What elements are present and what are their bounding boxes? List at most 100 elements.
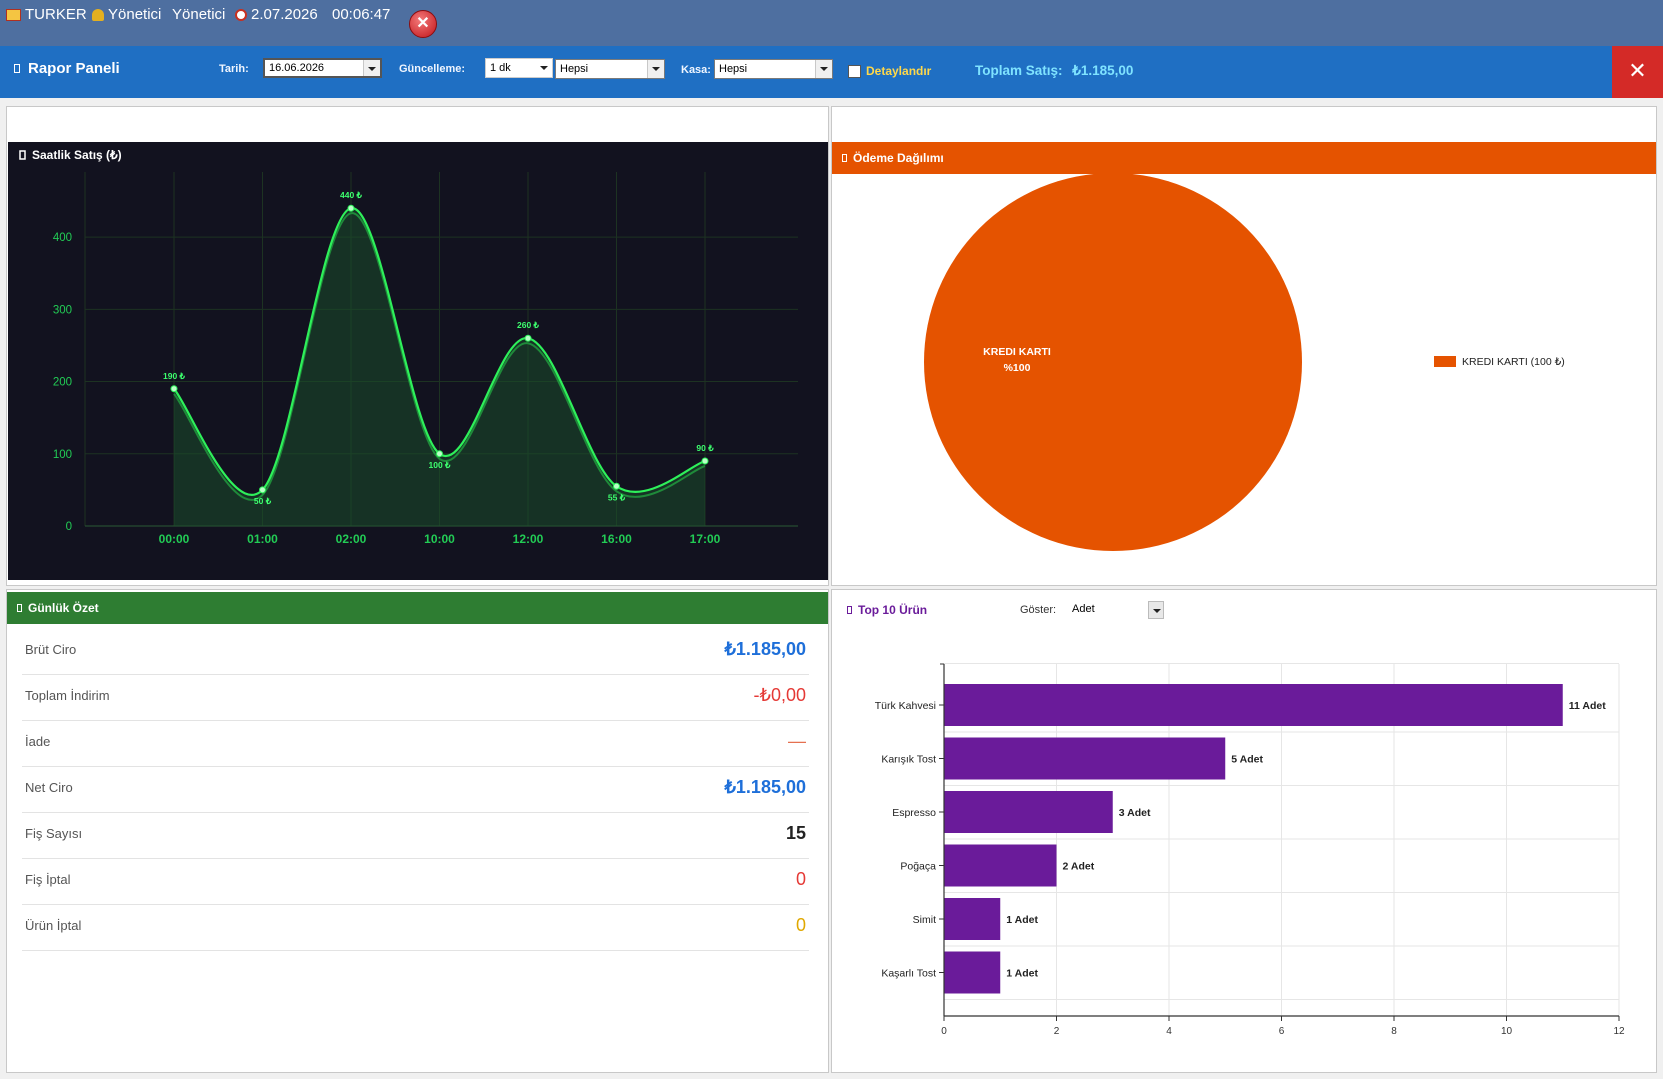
x-tick-label: 2 (1054, 1026, 1060, 1037)
hourly-data-point[interactable] (701, 457, 709, 465)
pie-slice-percent: %100 (1004, 362, 1031, 374)
hourly-data-point[interactable] (436, 450, 443, 458)
calendar-dropdown-icon[interactable] (363, 60, 380, 76)
summary-icon (17, 603, 22, 612)
product-bar[interactable] (944, 898, 1001, 940)
summary-row-label: Toplam İndirim (25, 688, 110, 703)
total-sales-value: ₺1.185,00 (1072, 63, 1134, 78)
user-name: Yönetici (172, 6, 225, 23)
time-info: 00:06:47 (332, 6, 390, 23)
register-select[interactable]: Hepsi (714, 59, 833, 79)
hourly-shadow-line (173, 212, 706, 501)
product-bar[interactable] (944, 951, 1001, 994)
product-label: Kaşarlı Tost (881, 968, 936, 980)
summary-row-value: 0 (795, 869, 806, 889)
app-name: TURKER (25, 6, 87, 23)
hourly-sales-chart: 0 100 200 300 400 00:00 01:00 02:00 10:00 12:00 16… (8, 142, 828, 580)
user-info: Yönetici (92, 6, 161, 23)
exit-icon[interactable]: ✕ (409, 10, 437, 38)
panel-icon (14, 64, 20, 73)
pie-slice-label: KREDI KARTI (983, 346, 1051, 358)
hourly-data-point[interactable] (347, 204, 355, 212)
top-products-chart: 0 2 4 6 8 10 12 Türk Kahvesi 11 Adet Karışık Tost… (875, 663, 1625, 1037)
hourly-data-point[interactable] (613, 482, 620, 490)
hourly-data-label: 90 ₺ (696, 443, 714, 453)
show-label: Göster: (1020, 604, 1057, 616)
top-products-title-text: Top 10 Ürün (858, 603, 928, 617)
summary-row: Fiş Sayısı 15 (22, 812, 809, 859)
product-value-label: 5 Adet (1231, 754, 1263, 766)
title-bar: TURKER Yönetici Yönetici 2.07.2026 00:06… (0, 0, 1663, 46)
hourly-data-point[interactable] (170, 385, 178, 393)
legend-swatch (1434, 356, 1456, 367)
summary-row-value: — (788, 731, 806, 751)
summary-row: Brüt Ciro ₺1.185,00 (22, 628, 809, 675)
app-info: TURKER (6, 6, 87, 23)
product-label: Karışık Tost (881, 754, 936, 766)
product-bar[interactable] (944, 791, 1113, 833)
x-tick-label: 4 (1166, 1026, 1172, 1037)
register-label: Kasa: (681, 64, 711, 76)
hourly-data-label: 50 ₺ (254, 496, 272, 506)
product-label: Türk Kahvesi (875, 700, 936, 712)
panel-title-text: Rapor Paneli (28, 60, 120, 77)
x-tick-label: 00:00 (159, 532, 190, 546)
hourly-data-label: 55 ₺ (608, 492, 626, 502)
x-tick-label: 0 (941, 1026, 947, 1037)
panel-title: Rapor Paneli (14, 60, 120, 77)
chevron-down-icon[interactable] (815, 60, 832, 78)
product-bar[interactable] (944, 684, 1563, 726)
top-products-icon (847, 606, 852, 614)
date-picker[interactable]: 16.06.2026 (263, 58, 382, 78)
payment-pie-chart: KREDI KARTI %100 KREDI KARTI (100 ₺) (924, 174, 1565, 551)
hourly-area-fill (174, 208, 705, 526)
date-label: Tarih: (219, 63, 249, 75)
filter-select[interactable]: Hepsi (555, 59, 665, 79)
summary-row-label: Fiş Sayısı (25, 826, 83, 841)
detail-checkbox[interactable] (848, 65, 861, 78)
product-bar[interactable] (944, 844, 1057, 887)
x-tick-label: 8 (1391, 1026, 1397, 1037)
user-role: Yönetici (108, 6, 162, 23)
product-bar[interactable] (944, 737, 1226, 780)
user-name-text: Yönetici (172, 6, 226, 23)
payment-icon (842, 153, 847, 162)
payment-title: Ödeme Dağılımı (853, 151, 944, 165)
summary-row: Fiş İptal 0 (22, 858, 809, 905)
update-interval-select[interactable]: 1 dk (485, 58, 553, 78)
product-value-label: 11 Adet (1569, 700, 1606, 712)
x-tick-label: 12:00 (513, 532, 544, 546)
pie-slice-kredi-karti[interactable] (924, 174, 1302, 551)
clock-icon (235, 8, 247, 21)
hourly-sales-panel: 0 100 200 300 400 00:00 01:00 02:00 10:00 12:00 16… (6, 106, 829, 586)
clock-info: 2.07.2026 (235, 6, 318, 23)
detail-label[interactable]: Detaylandır (866, 64, 932, 78)
hourly-sales-title: Saatlik Satış (₺) (32, 148, 122, 162)
y-tick-label: 300 (53, 304, 72, 316)
show-select[interactable]: Adet (1068, 600, 1164, 620)
summary-row-label: Ürün İptal (25, 918, 82, 933)
chevron-down-icon[interactable] (647, 60, 664, 78)
update-label: Güncelleme: (399, 63, 466, 75)
hourly-data-label: 190 ₺ (163, 371, 186, 381)
close-button[interactable]: ✕ (1612, 46, 1663, 98)
summary-header: Günlük Özet (7, 592, 828, 624)
product-label: Simit (913, 914, 936, 926)
current-date: 2.07.2026 (251, 6, 318, 23)
summary-row-value: 0 (795, 915, 806, 935)
payment-distribution-panel: Ödeme Dağılımı KREDI KARTI %100 KREDI KA… (831, 106, 1657, 586)
legend-label: KREDI KARTI (100 ₺) (1462, 356, 1565, 368)
hourly-data-point[interactable] (524, 334, 532, 342)
total-sales: Toplam Satış: ₺1.185,00 (975, 63, 1133, 79)
product-label: Poğaça (900, 861, 936, 873)
y-tick-label: 100 (53, 449, 72, 461)
chevron-down-icon[interactable] (536, 59, 552, 77)
product-label: Espresso (892, 807, 936, 819)
payment-header: Ödeme Dağılımı (832, 142, 1656, 174)
summary-row-value: -₺0,00 (753, 685, 806, 705)
summary-row-value: 15 (785, 823, 806, 843)
summary-row-value: ₺1.185,00 (724, 777, 806, 797)
hourly-data-point[interactable] (259, 486, 266, 494)
summary-row: İade — (22, 720, 809, 767)
chevron-down-icon[interactable] (1148, 601, 1164, 619)
